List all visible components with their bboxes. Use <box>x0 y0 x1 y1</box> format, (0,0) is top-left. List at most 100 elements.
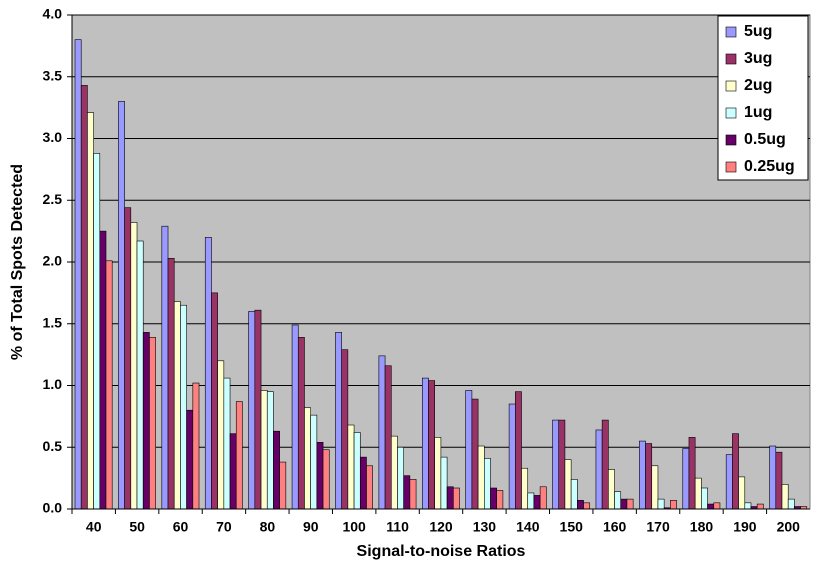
bar <box>335 332 342 510</box>
bar <box>149 337 156 510</box>
x-tick-label: 200 <box>777 519 801 535</box>
legend-swatch <box>725 107 737 119</box>
x-tick-label: 40 <box>86 519 102 535</box>
bar <box>316 442 324 510</box>
bar <box>744 502 752 510</box>
bar <box>136 240 144 510</box>
bar <box>756 503 764 510</box>
x-tick-label: 70 <box>216 519 232 535</box>
bar <box>254 309 262 510</box>
bar <box>93 153 101 510</box>
x-tick-label: 120 <box>429 519 453 535</box>
bar <box>639 440 646 510</box>
bar <box>521 467 529 510</box>
bar <box>204 237 212 510</box>
bar <box>713 502 721 510</box>
bar <box>608 469 615 510</box>
bar <box>74 39 82 510</box>
bar <box>539 486 547 510</box>
bar <box>390 435 398 510</box>
legend-swatch <box>725 26 737 38</box>
bar <box>130 222 138 510</box>
bar <box>645 443 653 510</box>
bar <box>614 491 622 510</box>
bar <box>211 292 218 510</box>
legend-label: 0.25ug <box>744 158 795 175</box>
bar <box>192 382 200 510</box>
bar <box>353 432 361 510</box>
bar <box>409 479 417 510</box>
bar <box>217 360 225 510</box>
bar <box>732 433 739 510</box>
bar <box>266 391 274 510</box>
x-tick-label: 180 <box>690 519 714 535</box>
bar <box>707 503 715 510</box>
bar <box>496 490 504 510</box>
bar <box>484 458 491 510</box>
bar <box>670 500 677 510</box>
bar <box>775 451 783 510</box>
bar <box>490 487 498 510</box>
legend-label: 2ug <box>744 77 772 94</box>
bar <box>173 301 181 510</box>
x-tick-label: 80 <box>260 519 276 535</box>
x-tick-label: 150 <box>560 519 584 535</box>
bar <box>384 365 392 510</box>
bar <box>620 498 628 510</box>
bar <box>403 475 411 510</box>
legend: 5ug 3ug 2ug 1ug 0.5ug 0.25ug <box>717 15 809 181</box>
x-axis-title: Signal-to-noise Ratios <box>357 543 526 560</box>
bar <box>142 332 150 510</box>
bar <box>180 304 187 510</box>
legend-label: 0.5ug <box>744 131 786 148</box>
bar <box>577 500 584 510</box>
bar <box>428 380 435 510</box>
legend-label: 3ug <box>744 50 772 67</box>
bar <box>688 437 696 510</box>
y-tick-label: 0.0 <box>43 500 63 516</box>
bar <box>787 498 795 510</box>
y-tick-label: 1.5 <box>43 314 63 330</box>
bar <box>297 337 305 510</box>
legend-label: 5ug <box>744 23 772 40</box>
x-tick-label: 60 <box>173 519 189 535</box>
bar <box>440 456 448 510</box>
y-tick-label: 2.0 <box>43 253 63 269</box>
legend-label: 1ug <box>744 104 772 121</box>
bar <box>508 403 516 510</box>
x-tick-label: 50 <box>129 519 145 535</box>
bar <box>279 461 287 510</box>
bar <box>694 477 702 510</box>
bar <box>527 492 535 510</box>
x-tick-label: 160 <box>603 519 627 535</box>
x-tick-label: 130 <box>473 519 497 535</box>
legend-swatch <box>725 134 737 146</box>
x-tick-label: 110 <box>386 519 409 535</box>
bar <box>186 409 194 510</box>
bar <box>564 459 572 510</box>
bar <box>725 454 733 510</box>
bar <box>446 486 454 510</box>
bar <box>626 498 634 510</box>
y-tick-label: 0.5 <box>43 438 63 454</box>
x-tick-label: 90 <box>303 519 319 535</box>
bar <box>533 495 541 510</box>
bar <box>701 487 708 510</box>
bar <box>583 502 591 510</box>
legend-swatch <box>725 53 737 65</box>
bar <box>477 445 485 510</box>
bar <box>651 465 659 510</box>
bar <box>452 487 460 510</box>
bar <box>105 260 113 510</box>
bar <box>273 430 280 510</box>
bar <box>682 448 690 510</box>
bar <box>291 324 299 510</box>
bar <box>223 377 231 510</box>
y-tick-label: 1.0 <box>43 376 63 392</box>
bar <box>558 419 566 510</box>
bar <box>421 377 429 510</box>
legend-box <box>717 15 809 181</box>
bar <box>161 225 169 510</box>
x-tick-label: 100 <box>342 519 366 535</box>
